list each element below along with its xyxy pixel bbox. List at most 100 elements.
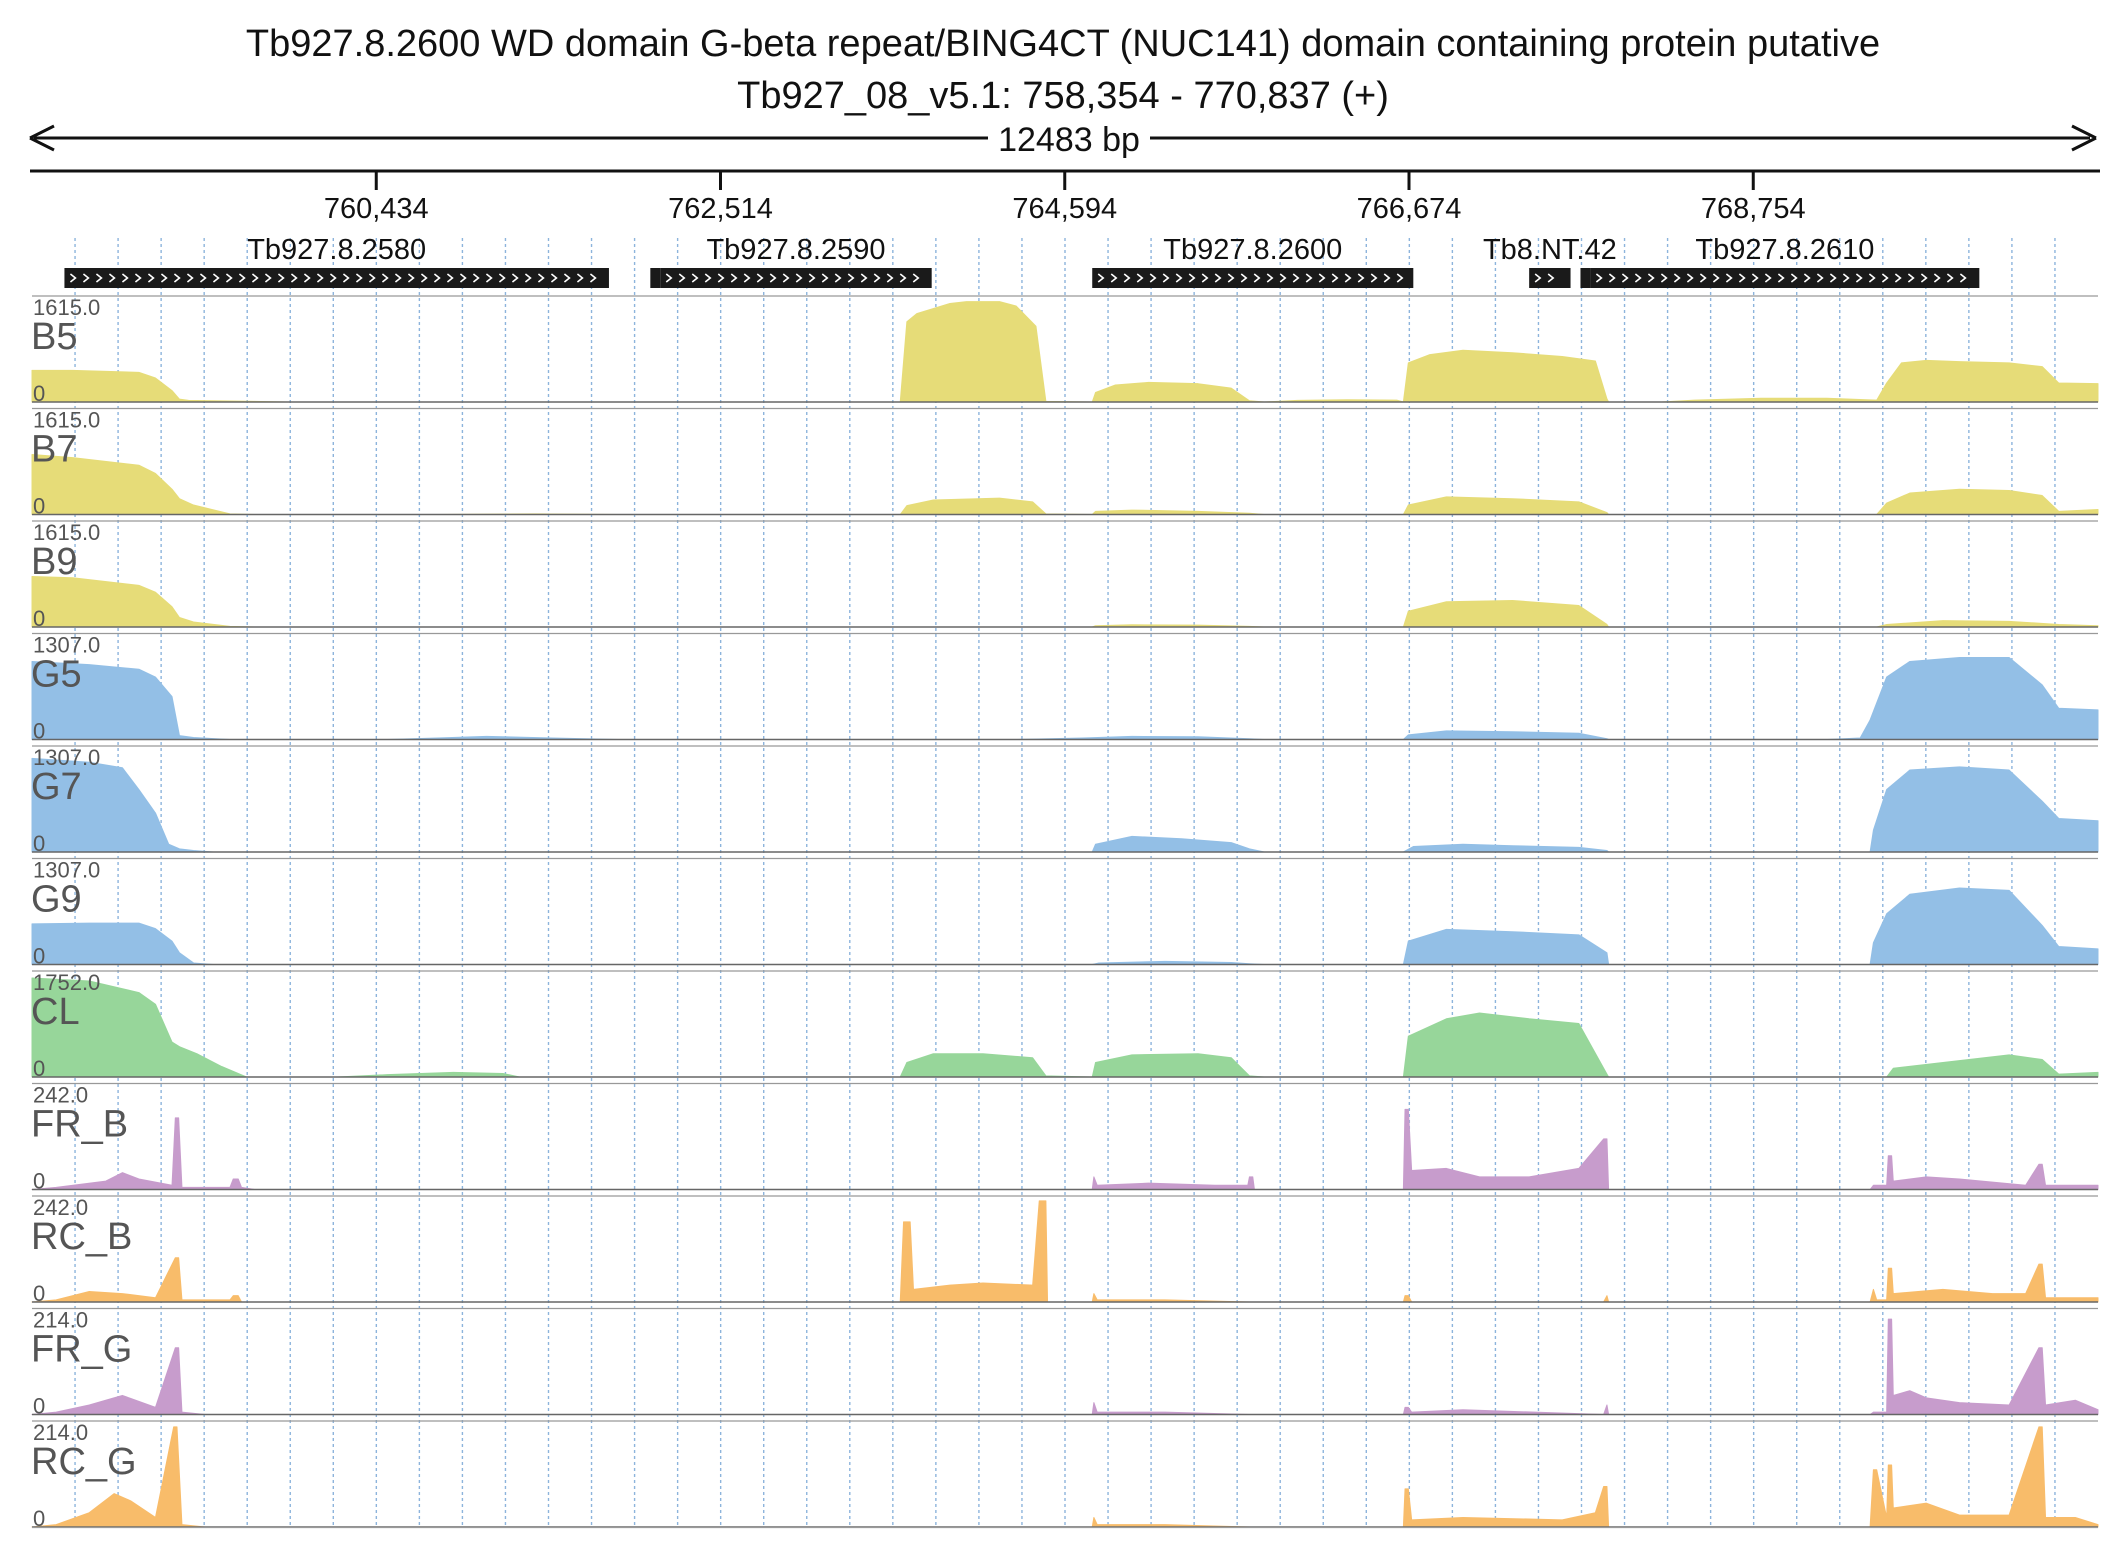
strand-arrow <box>1201 273 1209 283</box>
strand-arrow <box>834 273 842 283</box>
coverage-area <box>31 657 2099 740</box>
strand-arrow <box>1829 273 1837 283</box>
strand-arrow <box>537 273 545 283</box>
strand-arrow <box>1123 273 1131 283</box>
strand-arrow <box>355 273 363 283</box>
track-min-label: 0 <box>33 1281 45 1306</box>
gene-label: Tb927.8.2580 <box>247 234 426 266</box>
strand-arrow <box>1803 273 1811 283</box>
strand-arrow <box>589 273 597 283</box>
track-name-label: G9 <box>31 879 82 921</box>
strand-arrow <box>756 273 764 283</box>
strand-arrow <box>717 273 725 283</box>
track-name-label: CL <box>31 991 80 1033</box>
strand-arrow <box>108 273 116 283</box>
gene-label: Tb8.NT.42 <box>1483 234 1617 266</box>
strand-arrow <box>1712 273 1720 283</box>
track-max-label: 214.0 <box>33 1308 88 1333</box>
strand-arrow <box>368 273 376 283</box>
strand-arrow <box>665 273 673 283</box>
strand-arrow <box>1240 273 1248 283</box>
strand-arrow <box>821 273 829 283</box>
strand-arrow <box>1634 273 1642 283</box>
strand-arrow <box>186 273 194 283</box>
track-name-label: B7 <box>31 429 77 471</box>
span-length-label: 12483 bp <box>998 121 1140 159</box>
axis-tick-label: 768,754 <box>1701 193 1806 225</box>
strand-arrow <box>1097 273 1105 283</box>
track-g7: 1307.0G7 0 <box>31 745 2099 856</box>
track-min-label: 0 <box>33 944 45 969</box>
strand-arrow <box>1725 273 1733 283</box>
track-rc-b: 242.0RC_B 0 <box>31 1195 2099 1306</box>
track-b9: 1615.0B9 0 <box>31 520 2099 631</box>
track-max-label: 1307.0 <box>33 633 100 658</box>
track-b5: 1615.0B5 0 <box>31 295 2099 406</box>
gene-bar <box>1590 268 1980 288</box>
strand-arrow <box>1621 273 1629 283</box>
track-max-label: 214.0 <box>33 1420 88 1445</box>
strand-arrow <box>1396 273 1404 283</box>
strand-arrow <box>678 273 686 283</box>
track-min-label: 0 <box>33 1056 45 1081</box>
coverage-area <box>31 454 2099 515</box>
span-indicator: 12483 bp <box>29 121 2097 159</box>
strand-arrow <box>1946 273 1954 283</box>
coverage-area <box>31 1108 2099 1190</box>
strand-arrow <box>912 273 920 283</box>
axis-tick-label: 760,434 <box>324 193 429 225</box>
strand-arrow <box>1855 273 1863 283</box>
strand-arrow <box>199 273 207 283</box>
track-name-label: G7 <box>31 766 82 808</box>
strand-arrow <box>1534 273 1542 283</box>
gene-bar-segment <box>1580 268 1591 288</box>
track-name-label: G5 <box>31 654 82 696</box>
track-rc-g: 214.0RC_G 0 <box>31 1420 2099 1531</box>
strand-arrow <box>251 273 259 283</box>
strand-arrow <box>1344 273 1352 283</box>
strand-arrow <box>446 273 454 283</box>
gene-label: Tb927.8.2590 <box>706 234 885 266</box>
strand-arrow <box>134 273 142 283</box>
grid-lines <box>74 238 2056 1528</box>
strand-arrow <box>160 273 168 283</box>
strand-arrow <box>576 273 584 283</box>
track-max-label: 242.0 <box>33 1083 88 1108</box>
track-name-label: RC_G <box>31 1441 137 1483</box>
strand-arrow <box>1149 273 1157 283</box>
track-cl: 1752.0CL 0 <box>31 970 2099 1081</box>
strand-arrow <box>808 273 816 283</box>
track-name-label: FR_G <box>31 1329 132 1371</box>
strand-arrow <box>329 273 337 283</box>
coordinate-axis: 760,434 762,514 764,594 766,674 768,754 <box>30 169 2100 225</box>
strand-arrow <box>1253 273 1261 283</box>
strand-arrow <box>1383 273 1391 283</box>
strand-arrow <box>264 273 272 283</box>
strand-arrow <box>238 273 246 283</box>
strand-arrow <box>1292 273 1300 283</box>
strand-arrow <box>121 273 129 283</box>
strand-arrow <box>1547 273 1555 283</box>
strand-arrow <box>1959 273 1967 283</box>
track-max-label: 1615.0 <box>33 295 100 320</box>
strand-arrow <box>1162 273 1170 283</box>
strand-arrow <box>899 273 907 283</box>
strand-arrow <box>1266 273 1274 283</box>
track-max-label: 1615.0 <box>33 520 100 545</box>
span-arrow-right <box>2071 124 2097 152</box>
strand-arrow <box>704 273 712 283</box>
strand-arrow <box>1279 273 1287 283</box>
strand-arrow <box>1318 273 1326 283</box>
strand-arrow <box>563 273 571 283</box>
strand-arrow <box>782 273 790 283</box>
span-arrow-left <box>29 124 55 152</box>
coverage-area <box>31 575 2099 628</box>
strand-arrow <box>1842 273 1850 283</box>
strand-arrow <box>1357 273 1365 283</box>
gene-label: Tb927.8.2600 <box>1163 234 1342 266</box>
strand-arrow <box>277 273 285 283</box>
strand-arrow <box>691 273 699 283</box>
strand-arrow <box>472 273 480 283</box>
axis-tick-label: 762,514 <box>668 193 773 225</box>
